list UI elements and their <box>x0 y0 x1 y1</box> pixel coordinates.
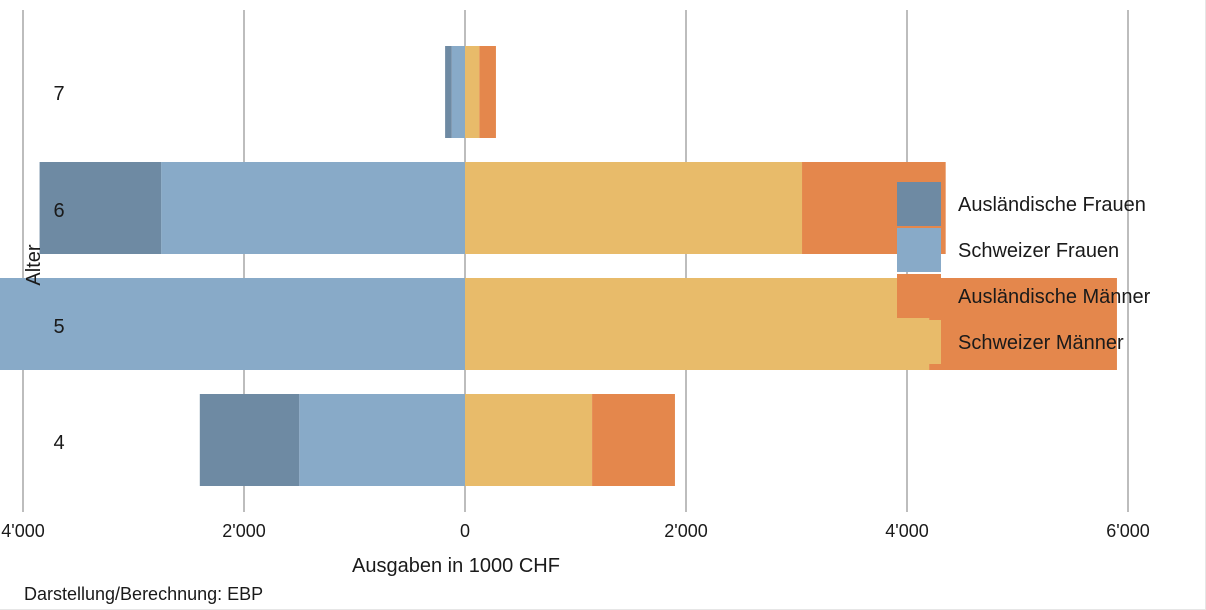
x-axis-title: Ausgaben in 1000 CHF <box>352 555 560 577</box>
legend-swatch-schweizer-frauen <box>897 228 941 272</box>
y-tick-label-4: 4 <box>53 432 64 454</box>
bar-schweizer-maenner-alter-7 <box>465 46 480 138</box>
y-tick-labels: 7 6 5 4 <box>53 83 64 454</box>
legend-swatch-schweizer-maenner <box>897 320 941 364</box>
legend-label-schweizer-frauen: Schweizer Frauen <box>958 240 1119 262</box>
x-tick-label-6: 6'000 <box>1106 521 1149 541</box>
bar-schweizer-frauen-alter-7 <box>451 46 465 138</box>
legend: Ausländische Frauen Schweizer Frauen Auslä… <box>897 182 1151 364</box>
bar-schweizer-frauen-alter-5 <box>0 278 465 370</box>
x-tick-label-5: 4'000 <box>885 521 928 541</box>
x-tick-label-4: 2'000 <box>664 521 707 541</box>
y-axis-title: Alter <box>23 244 45 285</box>
bar-auslaendische-maenner-alter-5 <box>929 278 1117 370</box>
x-tick-label-2: 2'000 <box>222 521 265 541</box>
legend-swatch-auslaendische-frauen <box>897 182 941 226</box>
y-tick-label-5: 5 <box>53 316 64 338</box>
bar-auslaendische-frauen-alter-6 <box>39 162 162 254</box>
bar-auslaendische-frauen-alter-4 <box>199 394 300 486</box>
bar-auslaendische-frauen-alter-7 <box>445 46 452 138</box>
bar-schweizer-frauen-alter-6 <box>161 162 465 254</box>
bar-schweizer-frauen-alter-4 <box>299 394 465 486</box>
bar-auslaendische-maenner-alter-4 <box>592 394 675 486</box>
legend-label-auslaendische-frauen: Ausländische Frauen <box>958 194 1146 216</box>
bar-auslaendische-maenner-alter-7 <box>479 46 496 138</box>
y-tick-label-6: 6 <box>53 200 64 222</box>
legend-label-schweizer-maenner: Schweizer Männer <box>958 332 1124 354</box>
x-tick-label-3: 0 <box>460 521 470 541</box>
bars <box>0 46 1117 486</box>
bar-schweizer-maenner-alter-4 <box>465 394 593 486</box>
bar-schweizer-maenner-alter-5 <box>465 278 930 370</box>
source-note: Darstellung/Berechnung: EBP <box>24 584 263 604</box>
x-tick-label-1: 4'000 <box>1 521 44 541</box>
y-tick-label-7: 7 <box>53 83 64 105</box>
bar-schweizer-maenner-alter-6 <box>465 162 803 254</box>
legend-swatch-auslaendische-maenner <box>897 274 941 318</box>
legend-label-auslaendische-maenner: Ausländische Männer <box>958 286 1151 308</box>
